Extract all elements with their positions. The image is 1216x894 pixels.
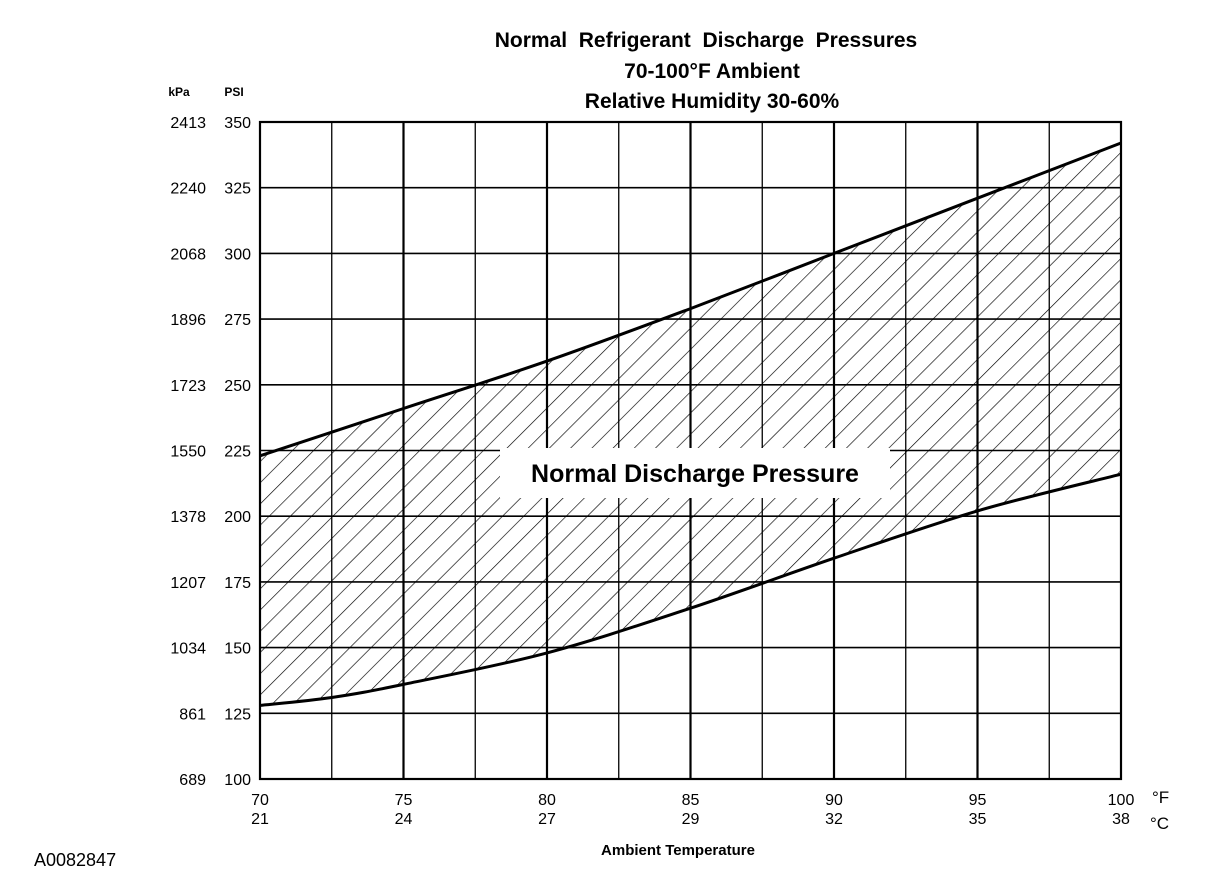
x-tick-label-celsius: 21 [251,811,269,828]
x-tick-label-fahrenheit: 70 [251,792,269,809]
y-tick-label-psi: 175 [224,575,251,592]
x-tick-label-celsius: 27 [538,811,556,828]
x-tick-label-celsius: 38 [1112,811,1130,828]
x-tick-label-celsius: 35 [969,811,987,828]
x-tick-label-fahrenheit: 90 [825,792,843,809]
x-tick-label-celsius: 24 [395,811,413,828]
plot-frame [258,120,1123,781]
y-tick-label-psi: 300 [224,246,251,263]
y-tick-label-psi: 100 [224,772,251,789]
y-tick-label-psi: 325 [224,181,251,198]
y-unit-kpa: kPa [168,85,190,99]
x-unit-fahrenheit: °F [1152,788,1169,807]
chart-subtitle-humidity: Relative Humidity 30-60% [585,90,840,113]
y-tick-label-kpa: 689 [179,772,206,789]
y-tick-label-psi: 150 [224,641,251,658]
x-tick-label-fahrenheit: 85 [682,792,700,809]
chart-subtitle-ambient: 70-100°F Ambient [624,60,800,83]
x-tick-label-celsius: 29 [682,811,700,828]
chart-title: Normal Refrigerant Discharge Pressures [495,29,918,52]
y-tick-label-psi: 250 [224,378,251,395]
x-tick-label-fahrenheit: 75 [395,792,413,809]
x-tick-label-fahrenheit: 100 [1108,792,1135,809]
x-unit-celsius: °C [1150,814,1169,833]
band-label-backdrop [500,448,890,498]
y-tick-label-kpa: 861 [179,706,206,723]
upper-bound-line [259,141,1122,458]
y-tick-label-psi: 200 [224,509,251,526]
x-tick-label-fahrenheit: 80 [538,792,556,809]
y-tick-label-psi: 125 [224,706,251,723]
figure-code: A0082847 [34,850,116,870]
y-tick-label-kpa: 2240 [170,181,206,198]
lower-bound-line [259,472,1122,707]
y-tick-label-kpa: 1550 [170,444,206,461]
y-unit-psi: PSI [224,85,243,99]
y-tick-label-psi: 350 [224,115,251,132]
y-tick-label-kpa: 1207 [170,575,206,592]
y-tick-label-kpa: 2068 [170,246,206,263]
y-tick-label-kpa: 2413 [170,115,206,132]
x-tick-label-celsius: 32 [825,811,843,828]
y-tick-label-kpa: 1378 [170,509,206,526]
y-tick-label-psi: 225 [224,444,251,461]
x-tick-label-fahrenheit: 95 [969,792,987,809]
y-tick-label-kpa: 1034 [170,641,206,658]
y-tick-label-kpa: 1896 [170,312,206,329]
y-tick-label-kpa: 1723 [170,378,206,395]
y-tick-label-psi: 275 [224,312,251,329]
x-axis-label: Ambient Temperature [601,842,755,859]
band-label: Normal Discharge Pressure [531,460,859,488]
